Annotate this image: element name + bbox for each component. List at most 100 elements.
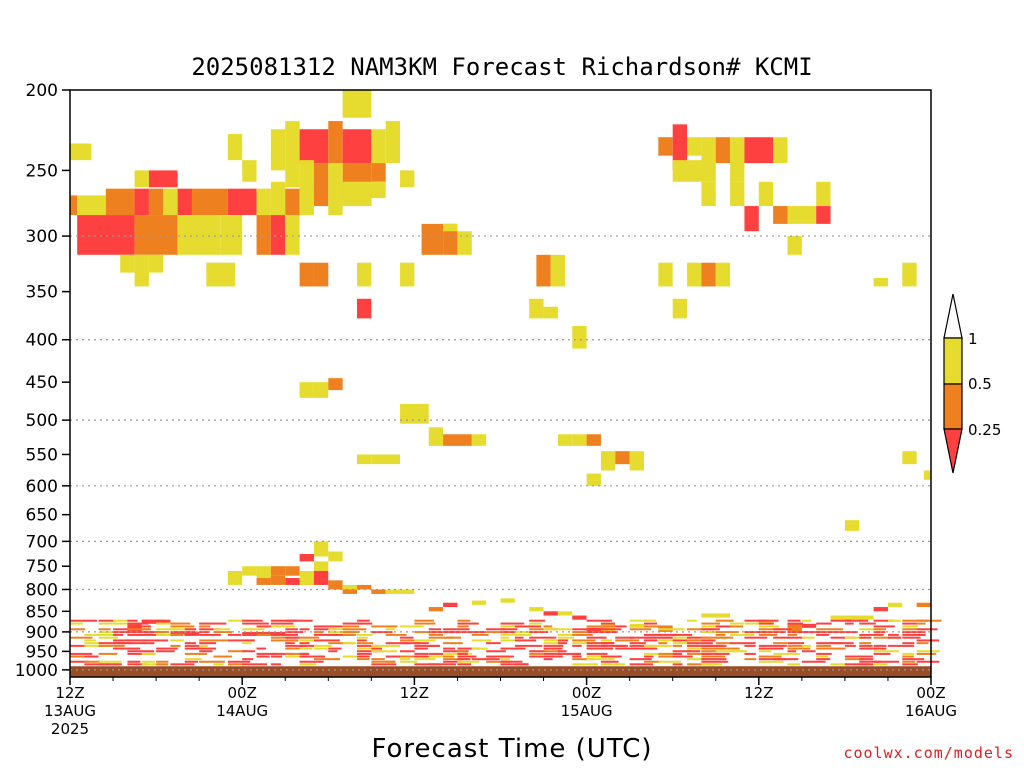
heat-cell: [902, 625, 918, 628]
heat-cell: [342, 622, 363, 625]
heat-cell: [342, 584, 357, 590]
heat-cell: [672, 652, 683, 655]
heat-cell: [600, 642, 615, 645]
heat-cell: [113, 628, 139, 631]
heat-cell: [285, 652, 308, 655]
heat-cell: [701, 652, 719, 655]
heat-cell: [773, 642, 788, 645]
heat-cell: [658, 636, 677, 639]
heat-cell: [313, 628, 336, 631]
heat-cell: [730, 137, 745, 182]
heat-cell: [486, 642, 501, 645]
heat-cell: [457, 652, 468, 655]
heat-cell: [644, 639, 658, 642]
heat-cell: [902, 642, 915, 645]
heat-cell: [844, 622, 854, 625]
heat-cell: [443, 223, 458, 255]
heat-cell: [371, 181, 386, 199]
heat-cell: [242, 631, 286, 636]
heat-cell: [758, 660, 784, 663]
heat-cell: [443, 628, 470, 631]
heat-cell: [715, 636, 734, 639]
heat-cell: [672, 124, 688, 171]
heat-cell: [715, 644, 727, 647]
heat-cell: [414, 652, 429, 655]
heat-cell: [902, 262, 917, 287]
heat-cell: [801, 636, 815, 639]
heat-cell: [156, 660, 169, 663]
heat-cell: [586, 658, 615, 661]
heat-cell: [773, 628, 792, 631]
heat-cell: [299, 647, 313, 650]
heat-cell: [586, 652, 608, 655]
heat-cell: [156, 631, 169, 634]
heat-cell: [371, 663, 397, 666]
heat-cell: [902, 655, 914, 658]
heat-cell: [557, 434, 573, 446]
heat-cell: [471, 434, 487, 446]
heat-cell: [127, 660, 141, 663]
heat-cell: [557, 652, 581, 655]
colorbar-label: 0.25: [968, 421, 1001, 439]
heat-cell: [313, 570, 329, 585]
heat-cell: [500, 628, 518, 631]
heat-cell: [701, 628, 720, 631]
heat-cell: [213, 663, 224, 666]
heat-cell: [500, 647, 519, 650]
heat-cell: [787, 636, 805, 639]
heat-cell: [902, 631, 917, 634]
heat-cell: [163, 188, 178, 216]
heat-cell: [873, 647, 887, 650]
heat-cell: [385, 628, 395, 631]
heat-cell: [873, 277, 888, 287]
heat-cell: [615, 639, 639, 642]
heat-cell: [242, 566, 257, 576]
heat-cell: [242, 642, 252, 645]
heat-cell: [873, 625, 895, 628]
heat-cell: [844, 663, 874, 666]
heat-cell: [600, 622, 615, 625]
heat-cell: [457, 650, 467, 653]
heat-cell: [98, 660, 122, 663]
heat-cell: [758, 622, 774, 625]
heat-cell: [572, 644, 582, 647]
grid-lines: [70, 235, 931, 671]
heat-cell: [400, 262, 415, 287]
heat-cell: [242, 160, 257, 182]
heat-cell: [199, 647, 217, 650]
heat-cell: [557, 636, 575, 639]
y-tick-label: 700: [26, 532, 58, 552]
ground-fill: [70, 666, 931, 677]
heat-cell: [141, 633, 165, 636]
heat-cell: [730, 622, 744, 625]
heat-cell: [342, 628, 367, 631]
chart-title: 2025081312 NAM3KM Forecast Richardson# K…: [191, 53, 812, 81]
heat-cell: [98, 642, 126, 645]
heat-cell: [500, 598, 515, 603]
y-axis: 200 250 300 350 400 450 500 550 600 650 700 750 8008…: [15, 81, 70, 681]
heat-cell: [177, 188, 192, 216]
heat-cell: [730, 633, 755, 636]
heat-cell: [644, 625, 673, 628]
heat-cell: [342, 642, 357, 645]
heat-cell: [687, 262, 702, 287]
heat-cell: [313, 631, 324, 634]
heat-cell: [328, 628, 352, 631]
heat-cell: [801, 631, 820, 634]
heat-cell: [615, 451, 630, 465]
heat-cell: [120, 254, 135, 273]
heat-cell: [572, 615, 587, 620]
heat-cell: [414, 658, 436, 661]
heat-cell: [500, 663, 529, 666]
heat-cell: [701, 631, 718, 634]
heat-cell: [687, 663, 716, 666]
heat-cell: [357, 644, 379, 647]
heat-cell: [859, 642, 872, 645]
heat-cell: [543, 611, 558, 616]
heat-cell: [586, 625, 603, 628]
heat-cell: [371, 625, 398, 628]
heat-cell: [443, 655, 455, 658]
heat-cell: [242, 650, 256, 653]
x-tick-label: 00Z: [228, 684, 257, 702]
heat-cell: [357, 658, 370, 661]
